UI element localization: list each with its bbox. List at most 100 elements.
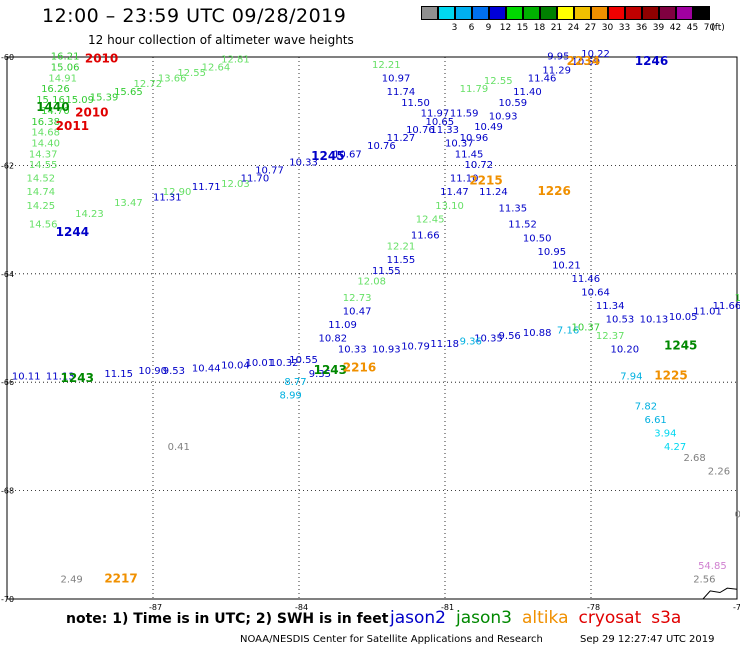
scale-label: 3 [451,23,458,33]
satellite-legend: jason2 jason3 altika cryosat s3a [390,608,691,628]
wave-height-label: 12.37 [596,331,625,342]
wave-height-label: 7.94 [620,371,642,382]
wave-height-label: 10.11 [12,371,41,382]
wave-height-label: 10.93 [489,111,518,122]
wave-height-label: 6.61 [645,415,667,426]
lon-tick-label: -87 [149,603,162,612]
wave-height-label: 10.97 [382,73,411,84]
scale-label: 21 [550,23,563,33]
wave-height-label: 10.33 [338,344,367,355]
lat-tick-label: -62 [1,161,14,170]
wave-height-label: 11.29 [542,65,571,76]
map-frame [6,56,738,600]
wave-height-label: 0. [735,510,740,521]
lon-tick-label: -84 [295,603,308,612]
pass-time-label: 1245 [311,149,344,163]
wave-height-label: 0.41 [168,442,190,453]
legend-altika: altika [522,608,569,628]
footnote: note: 1) Time is in UTC; 2) SWH is in fe… [66,611,389,627]
pass-time-label: 2010 [85,51,118,65]
wave-height-label: 10.37 [572,323,601,334]
page-subtitle: 12 hour collection of altimeter wave hei… [88,33,354,47]
wave-height-label: 10.21 [552,260,581,271]
scale-label: 70 [703,23,716,33]
credit-line: NOAA/NESDIS Center for Satellite Applica… [240,634,543,645]
wave-height-label: 14.68 [31,128,60,139]
wave-height-label: 10.53 [606,315,635,326]
wave-height-label: 11.01 [693,306,722,317]
wave-height-label: 11.74 [387,87,416,98]
wave-height-label: 11.66 [411,231,440,242]
wave-height-label: 15.09 [65,95,94,106]
wave-height-label: 11.18 [430,339,459,350]
scale-swatch [625,6,642,20]
lon-tick-label: -81 [441,603,454,612]
wave-height-label: 11.66 [713,301,740,312]
scale-label: 36 [635,23,648,33]
wave-height-label: 11.15 [104,369,133,380]
wave-height-label: 12.55 [484,76,513,87]
wave-height-label: 14.25 [26,201,55,212]
lat-tick-label: -66 [1,378,14,387]
wave-height-label: 10.35 [474,334,503,345]
lat-tick-label: -68 [1,487,14,496]
legend-jason2: jason2 [390,608,446,628]
wave-height-label: 11.31 [153,193,182,204]
wave-height-label: 13.66 [158,73,187,84]
wave-height-label: 11.09 [328,320,357,331]
wave-height-label: 54.85 [698,561,727,572]
wave-height-label: 11.35 [499,203,528,214]
wave-height-label: 12.03 [221,179,250,190]
wave-height-label: 15.06 [51,63,80,74]
wave-height-label: 9.53 [163,366,185,377]
wave-height-label: 10.88 [523,328,552,339]
pass-time-label: 1243 [61,371,94,385]
scale-swatch [642,6,659,20]
scale-swatch [421,6,438,20]
pass-time-label: 1245 [664,339,697,353]
wave-height-label: 10.22 [581,49,610,60]
wave-height-label: 16.38 [31,117,60,128]
scale-swatch [438,6,455,20]
wave-height-label: 16.7 [735,293,740,304]
pass-time-label: 1243 [314,363,347,377]
wave-height-label: 11.59 [450,109,479,120]
wave-height-label: 10.49 [474,122,503,133]
wave-height-label: 11.47 [440,187,469,198]
scale-label: 42 [669,23,682,33]
wave-height-label: 10.82 [318,334,347,345]
wave-height-label: 2.68 [683,453,705,464]
wave-height-label: 10.76 [406,125,435,136]
legend-cryosat: cryosat [578,608,642,628]
wave-height-label: 11.13 [46,371,75,382]
wave-height-label: 14.55 [29,160,58,171]
pass-time-label: 1246 [635,54,668,68]
wave-height-label: 11.10 [450,174,479,185]
lat-tick-label: -70 [1,595,14,604]
pass-time-label: 2216 [343,360,376,374]
wave-height-label: 12.08 [357,277,386,288]
pass-time-label: 1244 [56,225,89,239]
scale-label: 18 [533,23,546,33]
scale-label: 30 [601,23,614,33]
wave-height-label: 11.33 [430,125,459,136]
wave-height-label: 10.65 [426,117,455,128]
wave-height-label: 10.76 [367,141,396,152]
pass-time-label: 2217 [104,572,137,586]
pass-time-label: 1225 [654,368,687,382]
wave-height-label: 11.40 [513,87,542,98]
lat-tick-label: -60 [1,53,14,62]
pass-time-label: 1226 [537,184,570,198]
wave-height-label: 10.59 [572,57,601,68]
wave-height-label: 10.90 [138,366,167,377]
wave-height-label: 11.97 [421,109,450,120]
wave-height-label: 12.45 [416,214,445,225]
wave-height-label: 11.34 [596,301,625,312]
wave-height-label: 10.77 [255,166,284,177]
scale-label: 27 [584,23,597,33]
legend-s3a: s3a [651,608,682,628]
wave-height-label: 12.64 [202,63,231,74]
lon-tick-label: -78 [587,603,600,612]
wave-height-label: 14.91 [48,73,77,84]
